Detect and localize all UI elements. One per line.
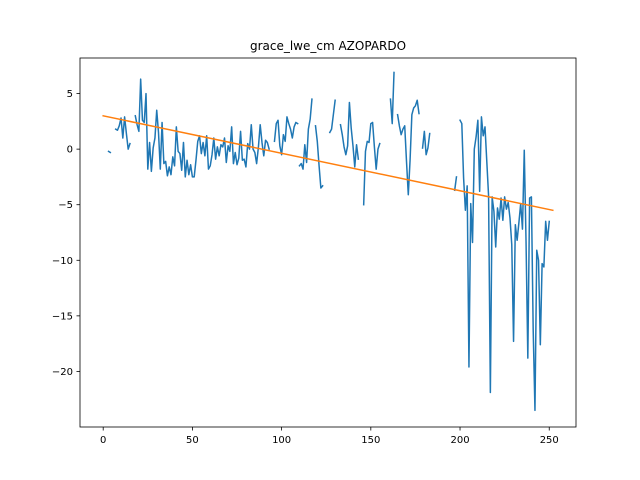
plot-frame [79,57,577,428]
observed-series-line-segment-5 [314,124,324,189]
observed-series-line-segment-12 [453,176,458,192]
y-tick-label: 5 [67,89,73,100]
observed-series-line-segment-6 [328,99,336,134]
observed-series-line-segment-1 [114,116,131,150]
observed-series-line-segment-8 [362,121,381,206]
observed-series-line-segment-3 [273,116,299,156]
y-tick-label: −15 [52,311,73,322]
observed-series-line-segment-7 [339,101,360,168]
observed-series-line-segment-13 [459,116,551,412]
trend-line [102,114,554,212]
x-tick-label: 250 [540,435,559,446]
observed-series-line-segment-4 [298,98,313,170]
observed-series-line-segment-0 [107,150,112,154]
y-tick-label: −10 [52,256,73,267]
x-tick-label: 50 [186,435,199,446]
observed-series-line-segment-9 [389,71,395,125]
x-tick-label: 150 [361,435,380,446]
observed-series-line-segment-11 [421,130,431,156]
observed-series-line-segment-10 [396,99,420,196]
x-tick-label: 200 [450,435,469,446]
x-tick-label: 0 [100,435,106,446]
series-layer [102,71,554,412]
x-tick-label: 100 [272,435,291,446]
observed-series-line-segment-2 [134,78,271,178]
chart-title: grace_lwe_cm AZOPARDO [250,39,406,53]
y-tick-label: 0 [67,145,73,156]
y-tick-label: −20 [52,367,73,378]
y-tick-label: −5 [58,200,73,211]
